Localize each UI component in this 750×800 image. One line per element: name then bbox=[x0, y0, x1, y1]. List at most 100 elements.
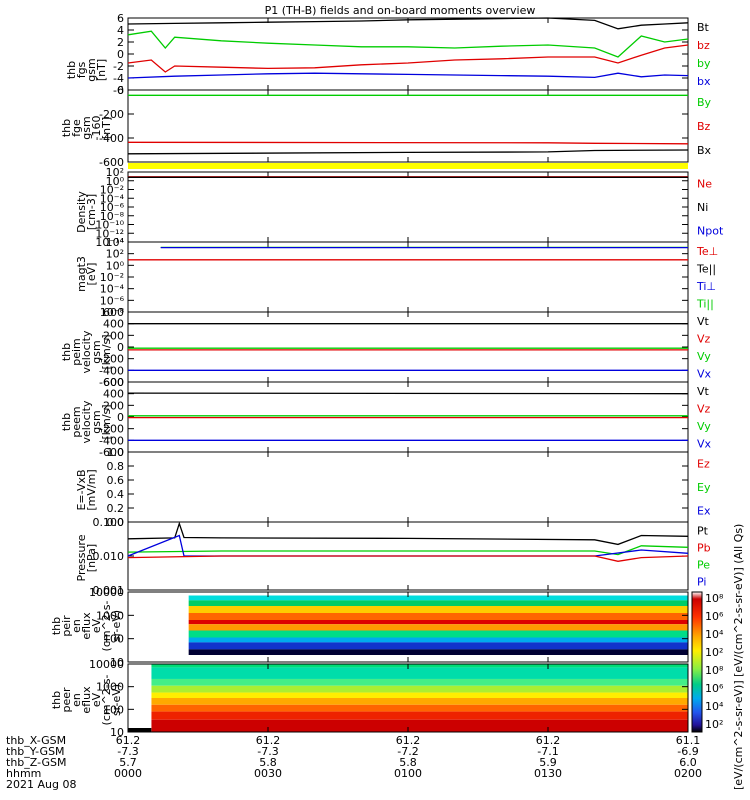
colorbar: 10⁸ 10⁸ 10⁶ 10⁶ 10⁴ 10⁴ 10² 10² [eV/(cm^2-s-sr-e… bbox=[691, 524, 745, 790]
y-tick-label: 10⁰ bbox=[106, 175, 125, 188]
y-tick-label: 0.6 bbox=[107, 474, 125, 487]
y-tick-label: 100 bbox=[103, 633, 124, 646]
y-axis-label-line: (cm^2-s- bbox=[100, 675, 113, 726]
y-axis-label-line: velocity bbox=[80, 330, 93, 373]
y-axis-label-line: gsm bbox=[80, 116, 93, 139]
footer-value: 5.8 bbox=[259, 756, 277, 769]
spectrogram-band bbox=[151, 719, 689, 732]
spectrogram-band bbox=[188, 637, 688, 643]
y-axis-label: Pressure[nPa] bbox=[75, 534, 98, 581]
y-tick-label: 1000 bbox=[96, 609, 124, 622]
y-axis-label-line: peer bbox=[60, 687, 73, 713]
series-bt bbox=[127, 17, 689, 30]
y-axis-label-line: (cm^2-s- bbox=[100, 601, 113, 652]
series-by bbox=[127, 30, 689, 58]
y-axis-label: magt3[eV] bbox=[75, 256, 98, 292]
legend-entry: Npot bbox=[697, 224, 724, 237]
spectrogram-band bbox=[151, 698, 689, 705]
legend-entry: bx bbox=[697, 75, 711, 88]
y-tick-label: 0 bbox=[117, 84, 124, 97]
legend-entry: Vy bbox=[697, 420, 711, 433]
y-tick-label: 200 bbox=[103, 329, 124, 342]
legend-entry: Te⊥ bbox=[696, 245, 718, 258]
y-axis-label-line: fge bbox=[70, 119, 83, 137]
legend-entry: Pb bbox=[697, 542, 711, 555]
footer-value: -7.3 bbox=[257, 745, 278, 758]
legend-entry: Pt bbox=[697, 525, 709, 538]
series-bz bbox=[127, 44, 689, 73]
footer-value: 6.0 bbox=[679, 756, 697, 769]
spectrogram-band bbox=[188, 642, 688, 650]
y-tick-label: 0.2 bbox=[107, 502, 125, 515]
legend-entry: Ti⊥ bbox=[696, 280, 716, 293]
panel-frame bbox=[127, 451, 689, 523]
y-tick-label: 600 bbox=[103, 306, 124, 319]
y-axis-label-line: gsm bbox=[90, 410, 103, 433]
y-tick-label: 10000 bbox=[89, 586, 124, 599]
y-tick-label: 600 bbox=[103, 376, 124, 389]
footer-row-label: thb_Y-GSM bbox=[6, 745, 65, 758]
legend-entry: Ex bbox=[697, 504, 711, 517]
y-tick-label: 6 bbox=[117, 12, 124, 25]
y-tick-label: 100 bbox=[103, 703, 124, 716]
y-tick-label: 0.010 bbox=[93, 550, 125, 563]
y-axis-label-line: en bbox=[70, 619, 83, 633]
y-axis-label: E=-VxB[mV/m] bbox=[75, 469, 98, 510]
spectrogram-band bbox=[188, 630, 688, 638]
y-tick-label: 4 bbox=[117, 24, 124, 37]
footer-value: 0200 bbox=[674, 767, 702, 780]
colorbar-tick-label: 10⁴ bbox=[705, 628, 724, 641]
y-tick-label: 10 bbox=[110, 656, 124, 669]
y-axis-label-line: [nPa] bbox=[85, 544, 98, 572]
legend-entry: Bz bbox=[697, 120, 711, 133]
y-axis-label-line: eV bbox=[90, 692, 103, 707]
y-tick-label: 0.001 bbox=[93, 584, 125, 597]
footer-value: 61.2 bbox=[396, 734, 421, 747]
y-axis-label-line: -160 bbox=[90, 116, 103, 141]
legend-entry: Ti|| bbox=[696, 297, 714, 310]
panel-7: 1.00.80.60.40.20.0 E=-VxB[mV/m] Ez Ey Ex bbox=[75, 446, 711, 529]
series-vt bbox=[127, 392, 689, 395]
y-tick-label: 10⁻⁴ bbox=[100, 283, 125, 296]
y-tick-label: 0 bbox=[117, 341, 124, 354]
legend-entry: Vz bbox=[697, 402, 711, 415]
y-tick-label: 10⁻¹² bbox=[95, 227, 124, 240]
y-tick-label: -600 bbox=[99, 446, 124, 459]
y-axis-label-line: sr-eV) bbox=[110, 610, 123, 642]
y-tick-label: 10 bbox=[110, 726, 124, 739]
y-axis-label-line: peem bbox=[70, 406, 83, 437]
spectrogram-band bbox=[151, 664, 689, 668]
panel-8: 0.100 0.010 0.001 Pressure[nPa] Pt Pb Pe Pi bbox=[75, 516, 711, 597]
series-bx bbox=[127, 72, 689, 79]
panel-9: 10000 1000 100 10 thbpeirenefluxeV(cm^2-s-sr… bbox=[50, 586, 689, 669]
y-tick-label: 0.0 bbox=[107, 516, 125, 529]
series-pb bbox=[127, 555, 689, 562]
y-tick-label: 10⁰ bbox=[106, 259, 125, 272]
panel-frame bbox=[127, 311, 689, 383]
legend-entry: Pi bbox=[697, 576, 706, 589]
figure-title: P1 (TH-B) fields and on-board moments ov… bbox=[265, 4, 536, 17]
y-tick-label: -4 bbox=[113, 72, 124, 85]
legend-entry: Ni bbox=[697, 201, 708, 214]
y-tick-label: 0.8 bbox=[107, 460, 125, 473]
panel-6: 6004002000-200-400-600thbpeemvelocitygsm… bbox=[60, 376, 712, 459]
footer-value: 0100 bbox=[394, 767, 422, 780]
footer-value: 0030 bbox=[254, 767, 282, 780]
y-axis-label-line: [eV] bbox=[85, 263, 98, 286]
spectrogram-band bbox=[188, 649, 688, 655]
y-tick-label: 2 bbox=[117, 36, 124, 49]
spectrogram-band bbox=[151, 678, 689, 686]
spectrogram-band bbox=[188, 624, 688, 631]
y-tick-label: -400 bbox=[99, 132, 124, 145]
y-axis-label-line: [nT] bbox=[95, 59, 108, 81]
y-axis-label-line: velocity bbox=[80, 400, 93, 443]
series-pe bbox=[127, 545, 689, 556]
colorbar-tick-label: 10⁸ bbox=[705, 664, 724, 677]
panel-frame bbox=[127, 17, 689, 91]
y-axis-label-line: en bbox=[70, 693, 83, 707]
